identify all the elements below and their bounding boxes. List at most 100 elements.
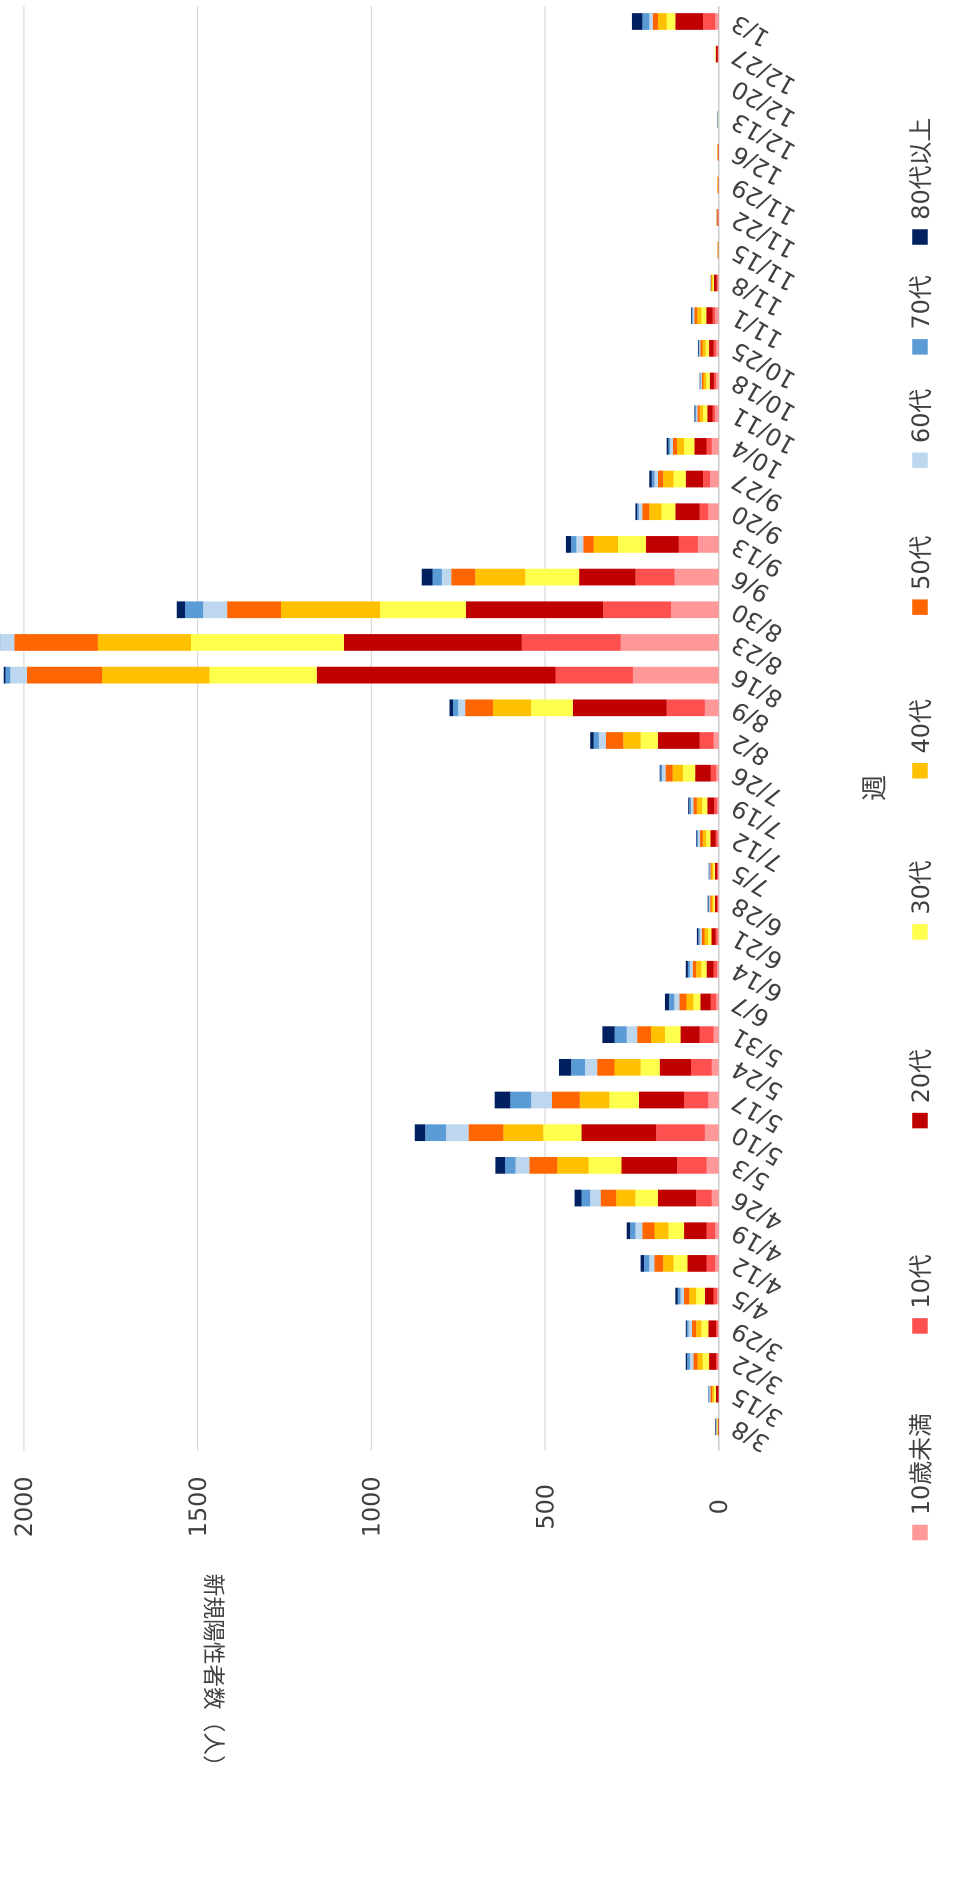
- legend-label: 60代: [907, 389, 935, 443]
- bar-segment: [623, 732, 641, 749]
- bar-segment: [635, 568, 675, 586]
- bar-segment: [715, 830, 718, 847]
- bar-segment: [678, 536, 698, 553]
- bar-segment: [531, 1091, 553, 1109]
- bar-segment: [465, 699, 493, 717]
- bar-segment: [702, 1353, 710, 1370]
- bar-segment: [717, 1353, 719, 1370]
- bar-segment: [659, 764, 661, 782]
- bar-segment: [690, 797, 694, 815]
- bar-segment: [713, 732, 719, 749]
- legend-swatch: [912, 1524, 928, 1541]
- bar-segment: [717, 960, 719, 978]
- bar-segment: [3, 666, 6, 684]
- bar-segment: [710, 470, 719, 488]
- bar-segment: [715, 1222, 719, 1240]
- bar-segment: [588, 1157, 622, 1174]
- bar-segment: [708, 1320, 717, 1338]
- bar-segment: [642, 503, 650, 521]
- bar-segment: [600, 1189, 617, 1207]
- bar-segment: [492, 699, 532, 717]
- bar-segment: [421, 568, 433, 586]
- bar-segment: [684, 438, 695, 455]
- bar-segment: [176, 601, 186, 619]
- bar-segment: [687, 1255, 707, 1272]
- bar-segment: [688, 1320, 693, 1338]
- bar-segment: [227, 601, 281, 619]
- bar-segment: [716, 993, 719, 1011]
- bar-segment: [699, 405, 704, 423]
- bar-segment: [657, 13, 667, 30]
- bar-segment: [688, 797, 690, 815]
- bar-segment: [656, 1124, 705, 1142]
- bar-segment: [626, 1222, 631, 1240]
- bar-segment: [662, 764, 666, 782]
- bar-segment: [664, 993, 670, 1011]
- bar-segment: [677, 1287, 681, 1305]
- bar-segment: [581, 1124, 657, 1142]
- bar-segment: [696, 797, 703, 815]
- legend-label: 10代: [907, 1254, 935, 1308]
- bar-segment: [593, 732, 599, 749]
- bar-segment: [574, 1189, 582, 1207]
- bar-segment: [699, 928, 702, 945]
- bar-segment: [713, 1385, 717, 1403]
- legend-label: 50代: [907, 535, 935, 589]
- bar-segment: [605, 732, 624, 749]
- bar-segment: [645, 536, 679, 553]
- bar-segment: [590, 732, 594, 749]
- x-axis-title: 週: [861, 775, 891, 801]
- bar-segment: [614, 1026, 627, 1044]
- legend-swatch: [912, 452, 928, 469]
- bar-segment: [717, 1287, 719, 1305]
- bar-segment: [715, 1255, 719, 1272]
- bar-segment: [716, 274, 718, 292]
- chart-body: 週 新規陽性者数（人） 05001000150020003/83/153/223…: [0, 5, 935, 1778]
- bar-segment: [710, 895, 712, 913]
- bar-segment: [717, 830, 719, 847]
- bar-segment: [620, 634, 719, 651]
- bar-segment: [668, 438, 671, 455]
- bar-segment: [579, 1091, 610, 1109]
- y-tick-label: 0: [705, 1499, 733, 1514]
- bar-segment: [717, 862, 719, 880]
- bar-segment: [649, 503, 662, 521]
- bar-segment: [661, 503, 676, 521]
- bar-segment: [632, 666, 719, 684]
- bar-segment: [694, 438, 707, 455]
- bar-segment: [635, 503, 638, 521]
- bar-segment: [694, 405, 696, 423]
- bar-segment: [706, 1157, 719, 1174]
- bar-segment: [572, 699, 667, 717]
- bar-segment: [708, 895, 710, 913]
- bar-segment: [706, 1222, 716, 1240]
- bar-segment: [670, 438, 673, 455]
- bar-segment: [649, 13, 653, 30]
- legend-swatch: [912, 339, 928, 355]
- bar-segment: [718, 895, 719, 913]
- bar-segment: [713, 274, 717, 292]
- bar-segment: [475, 568, 526, 586]
- bar-segment: [503, 1124, 544, 1142]
- bar-segment: [191, 634, 344, 651]
- bar-segment: [692, 307, 695, 324]
- bar-segment: [716, 45, 718, 63]
- bar-segment: [699, 732, 714, 749]
- bar-segment: [685, 960, 688, 978]
- bar-segment: [697, 1353, 703, 1370]
- bar-segment: [711, 928, 716, 945]
- bar-segment: [696, 1189, 712, 1207]
- bar-segment: [495, 1157, 506, 1174]
- bar-segment: [689, 1287, 697, 1305]
- y-tick-label: 1000: [358, 1476, 386, 1537]
- bar-segment: [715, 1418, 717, 1436]
- bar-segment: [689, 797, 691, 815]
- bar-segment: [452, 699, 459, 717]
- bar-segment: [713, 895, 715, 913]
- bar-segment: [687, 1353, 690, 1370]
- bar-segment: [10, 666, 28, 684]
- bar-segment: [642, 1222, 655, 1240]
- bar-segment: [709, 895, 711, 913]
- bar-segment: [316, 666, 556, 684]
